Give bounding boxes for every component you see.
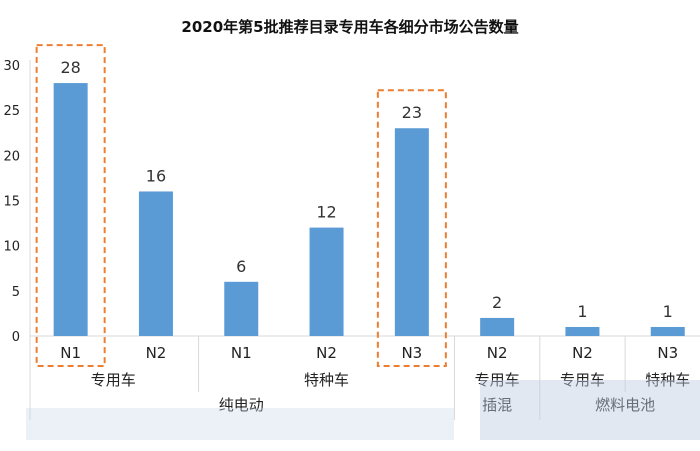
group-label: 专用车 [91,371,136,389]
highlight-box [35,44,106,367]
chart-title: 2020年第5批推荐目录专用车各细分市场公告数量 [181,18,519,36]
data-label: 6 [236,257,246,276]
y-tick-label: 25 [3,104,20,119]
group-label: 专用车 [560,371,605,389]
group-label: 专用车 [475,371,520,389]
bar [138,191,173,336]
data-label: 1 [577,302,587,321]
x-tick-label: N2 [487,344,508,362]
x-tick-label: N1 [231,344,252,362]
group-label: 特种车 [304,371,349,389]
bar [394,128,429,336]
y-tick-label: 10 [3,240,20,255]
data-label: 1 [663,302,673,321]
data-label: 16 [146,166,166,185]
group-label: 燃料电池 [595,396,655,414]
bar [565,326,600,336]
x-tick-label: N3 [401,344,422,362]
bar [53,83,88,336]
x-tick-label: N2 [572,344,593,362]
data-label: 28 [60,58,80,77]
x-tick-label: N2 [316,344,337,362]
watermark-text: EVHUI.COM [574,417,677,436]
bar [650,326,685,336]
bar [224,281,259,336]
group-label: 纯电动 [219,396,264,414]
group-label: 插混 [482,396,512,414]
x-tick-label: N1 [60,344,81,362]
bar [480,317,515,336]
highlight-box [376,89,447,367]
data-label: 12 [316,203,336,222]
y-tick-label: 30 [3,59,20,74]
y-tick-label: 15 [3,195,20,210]
bar [309,227,344,336]
x-tick-label: N3 [657,344,678,362]
group-label: 特种车 [645,371,690,389]
y-tick-label: 5 [12,285,20,300]
watermark-band [26,408,454,440]
x-tick-label: N2 [146,344,167,362]
data-label: 2 [492,293,502,312]
y-tick-label: 20 [3,149,20,164]
data-label: 23 [402,103,422,122]
watermark-logo [480,380,700,440]
y-tick-label: 0 [12,330,20,345]
